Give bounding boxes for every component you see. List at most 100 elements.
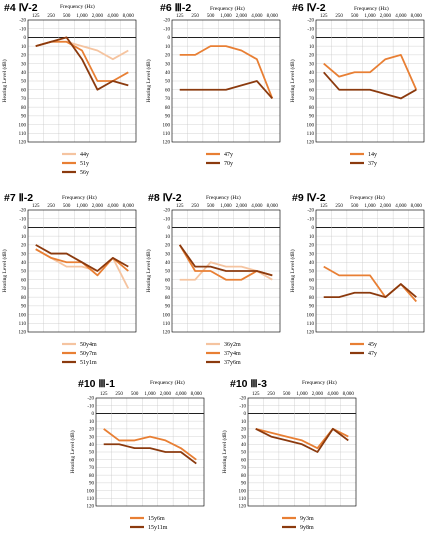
x-tick-label: 125 bbox=[32, 14, 40, 19]
audiogram-panel-1: #4 Ⅳ-2 Frequency (Hz) 125 250 500 1,000 2,000 4… bbox=[0, 0, 140, 185]
x-tick-label: 4,000 bbox=[395, 14, 407, 19]
y-tick-label: 100 bbox=[87, 489, 95, 494]
x-tick-label: 4,000 bbox=[327, 392, 339, 397]
x-tick-label: 250 bbox=[191, 204, 199, 209]
y-axis-title: Hearing Level (dB) bbox=[145, 59, 152, 102]
x-tick-label: 1,000 bbox=[364, 204, 376, 209]
x-tick-label: 8,000 bbox=[267, 14, 279, 19]
y-tick-label: 90 bbox=[241, 482, 247, 487]
x-tick-label: 500 bbox=[131, 392, 139, 397]
legend-label: 45y bbox=[368, 342, 377, 348]
series-line-51y1m bbox=[35, 244, 129, 272]
x-tick-label: 4,000 bbox=[107, 204, 119, 209]
y-tick-label: 70 bbox=[309, 287, 315, 292]
y-tick-label: 120 bbox=[307, 141, 315, 146]
y-tick-label: 10 bbox=[89, 420, 95, 425]
x-tick-label: 500 bbox=[63, 204, 71, 209]
y-tick-label: 10 bbox=[309, 235, 315, 240]
y-tick-label: -20 bbox=[163, 19, 170, 24]
y-tick-label: 110 bbox=[163, 322, 171, 327]
y-tick-label: 70 bbox=[21, 287, 27, 292]
y-tick-label: 20 bbox=[309, 54, 315, 59]
x-axis-title: Frequency (Hz) bbox=[210, 5, 245, 12]
y-tick-label: -10 bbox=[307, 217, 314, 222]
plot-border bbox=[315, 209, 425, 333]
y-tick-label: 0 bbox=[24, 36, 27, 41]
x-tick-label: 500 bbox=[63, 14, 71, 19]
legend-label: 56y bbox=[80, 170, 89, 176]
y-tick-label: 30 bbox=[165, 252, 171, 257]
y-tick-label: -20 bbox=[87, 397, 94, 402]
x-tick-label: 1,000 bbox=[364, 14, 376, 19]
y-tick-label: 40 bbox=[21, 71, 27, 76]
y-axis-title: Hearing Level (dB) bbox=[289, 249, 296, 292]
x-tick-label: 250 bbox=[267, 392, 275, 397]
x-tick-label: 500 bbox=[207, 14, 215, 19]
y-tick-label: 10 bbox=[165, 45, 171, 50]
y-tick-label: -20 bbox=[239, 397, 246, 402]
legend-label: 47y bbox=[224, 152, 233, 158]
audiogram-panel-3: #6 Ⅳ-2 Frequency (Hz) 125 250 500 1,000 2,000 4… bbox=[288, 0, 428, 185]
y-tick-label: 50 bbox=[309, 80, 315, 85]
y-axis-title: Hearing Level (dB) bbox=[1, 249, 8, 292]
y-tick-label: 40 bbox=[241, 443, 247, 448]
y-tick-label: 60 bbox=[309, 88, 315, 93]
audiogram-svg-5: #8 Ⅳ-2 Frequency (Hz)125 250 500 1,000 2,000 4… bbox=[145, 192, 281, 366]
y-tick-label: 80 bbox=[309, 106, 315, 111]
y-tick-label: 0 bbox=[312, 36, 315, 41]
y-tick-label: -10 bbox=[19, 217, 26, 222]
y-tick-label: 10 bbox=[21, 235, 27, 240]
y-tick-label: 60 bbox=[165, 88, 171, 93]
y-tick-label: 50 bbox=[21, 80, 27, 85]
y-tick-label: 40 bbox=[165, 71, 171, 76]
legend-label: 37y4m bbox=[224, 351, 241, 357]
y-tick-label: 60 bbox=[21, 278, 27, 283]
x-tick-label: 125 bbox=[32, 204, 40, 209]
y-axis-title: Hearing Level (dB) bbox=[221, 430, 228, 473]
y-tick-label: 20 bbox=[165, 54, 171, 59]
series-line-37y bbox=[323, 71, 417, 100]
y-tick-label: -10 bbox=[163, 27, 170, 32]
y-tick-label: -10 bbox=[87, 404, 94, 409]
y-tick-label: 40 bbox=[309, 261, 315, 266]
x-tick-label: 500 bbox=[351, 14, 359, 19]
y-tick-label: 70 bbox=[165, 287, 171, 292]
audiogram-panel-5: #8 Ⅳ-2 Frequency (Hz) 125 250 500 1,000 2,000 4… bbox=[144, 190, 284, 375]
y-tick-label: 110 bbox=[239, 497, 247, 502]
x-tick-label: 1,000 bbox=[76, 14, 88, 19]
x-tick-label: 2,000 bbox=[380, 14, 392, 19]
y-tick-label: 80 bbox=[241, 474, 247, 479]
y-tick-label: -20 bbox=[19, 209, 26, 214]
x-tick-label: 250 bbox=[115, 392, 123, 397]
y-tick-label: 90 bbox=[165, 305, 171, 310]
audiogram-svg-6: #9 Ⅳ-2 Frequency (Hz)125 250 500 1,000 2,000 4… bbox=[289, 192, 425, 357]
y-tick-label: 60 bbox=[241, 458, 247, 463]
y-tick-label: 10 bbox=[309, 45, 315, 50]
x-tick-label: 125 bbox=[176, 204, 184, 209]
y-tick-label: 30 bbox=[309, 62, 315, 67]
y-tick-label: -20 bbox=[307, 19, 314, 24]
x-tick-label: 8,000 bbox=[411, 14, 423, 19]
x-tick-label: 2,000 bbox=[312, 392, 324, 397]
x-tick-label: 4,000 bbox=[175, 392, 187, 397]
y-tick-label: 90 bbox=[309, 305, 315, 310]
audiogram-panel-4: #7 Ⅱ-2 Frequency (Hz) 125 250 500 1,000 2,000 4… bbox=[0, 190, 140, 375]
y-tick-label: 120 bbox=[163, 331, 171, 336]
plot-border bbox=[171, 209, 281, 333]
y-tick-label: 80 bbox=[309, 296, 315, 301]
y-tick-label: 90 bbox=[89, 482, 95, 487]
x-axis-title: Frequency (Hz) bbox=[62, 194, 97, 201]
x-axis-title: Frequency (Hz) bbox=[350, 194, 385, 201]
y-tick-label: 30 bbox=[241, 435, 247, 440]
y-tick-label: 80 bbox=[21, 106, 27, 111]
chart-title: #9 Ⅳ-2 bbox=[292, 192, 326, 204]
y-tick-label: 20 bbox=[165, 244, 171, 249]
legend-label: 15y11m bbox=[148, 525, 168, 531]
x-tick-label: 1,000 bbox=[76, 204, 88, 209]
y-tick-label: 110 bbox=[19, 322, 27, 327]
x-tick-label: 2,000 bbox=[236, 204, 248, 209]
y-tick-label: 0 bbox=[168, 36, 171, 41]
x-tick-label: 500 bbox=[283, 392, 291, 397]
series-line-47y bbox=[323, 283, 417, 299]
y-axis-title: Hearing Level (dB) bbox=[1, 59, 8, 102]
